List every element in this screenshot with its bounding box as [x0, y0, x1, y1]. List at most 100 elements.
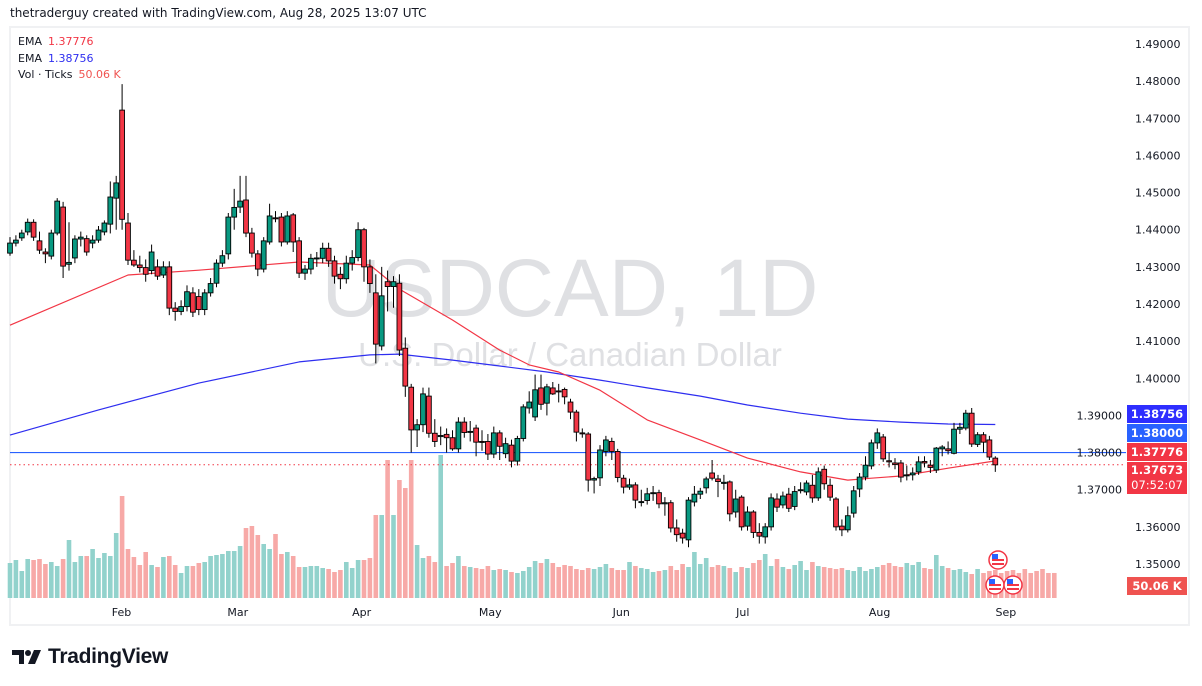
volume-bar [391, 515, 396, 598]
candle [372, 274, 379, 364]
candle [673, 519, 680, 542]
candle-body [833, 498, 839, 528]
candle-body [508, 444, 515, 462]
candle-body [378, 295, 385, 347]
price-axis[interactable]: 1.35000 1.36000 1.37000 1.38000 1.39000 1.400… [1077, 38, 1181, 571]
candle-body [36, 240, 43, 251]
candle-body [898, 462, 904, 478]
candle-body [726, 481, 733, 515]
candle [933, 447, 940, 474]
candle-body [237, 200, 243, 208]
tradingview-logo[interactable]: TradingView [12, 645, 168, 669]
candle-body [107, 196, 114, 225]
candle [225, 213, 232, 260]
candle [508, 439, 515, 468]
bar-countdown: 07:52:07 [1131, 478, 1183, 492]
candle-body [83, 238, 90, 253]
candle [207, 278, 214, 297]
candle-body [18, 232, 25, 239]
candle-body [603, 439, 609, 452]
candle [443, 428, 450, 453]
candle-body [343, 262, 350, 280]
candle [414, 419, 420, 448]
time-axis[interactable]: Feb Mar Apr May Jun Jul Aug Sep [112, 606, 1017, 619]
candle-body [426, 395, 432, 434]
legend-volume[interactable]: Vol · Ticks 50.06 K [18, 67, 121, 84]
volume-bar [308, 566, 314, 598]
volume-bar [267, 549, 272, 598]
volume-bar [355, 560, 361, 598]
volume-bar [945, 568, 951, 598]
candle-body [909, 472, 916, 476]
candle-body [213, 262, 220, 284]
legend-value: 1.38756 [47, 51, 94, 65]
volume-bar [420, 558, 426, 598]
candle [608, 437, 615, 461]
candle [384, 270, 391, 312]
candle [744, 506, 751, 531]
volume-bar [556, 567, 561, 598]
volume-bar [379, 515, 384, 598]
candle-body [691, 493, 698, 503]
volume-bar [491, 570, 497, 598]
legend-ema-fast[interactable]: EMA 1.37776 [18, 34, 121, 51]
candle [113, 175, 120, 230]
volume-bar [326, 569, 331, 598]
candle-body [54, 200, 61, 234]
legend-value: 50.06 K [78, 68, 121, 81]
candle [66, 222, 72, 271]
candle [603, 435, 609, 457]
candle [927, 460, 934, 474]
candle-body [361, 229, 367, 268]
volume-bar [25, 559, 30, 598]
volume-bar [786, 569, 792, 598]
volume-bar [698, 564, 703, 598]
volume-bar [1046, 573, 1051, 598]
volume-bar [78, 556, 84, 598]
volume-bar [143, 552, 148, 598]
candle [644, 487, 651, 505]
candle [254, 250, 261, 277]
volume-bar [273, 534, 278, 598]
volume-bar [1040, 569, 1045, 598]
candle-body [620, 477, 627, 488]
candle-body [921, 461, 928, 464]
legend-value: 1.37776 [47, 35, 94, 48]
candle [337, 266, 344, 290]
chart-frame [9, 26, 1190, 626]
volume-bar [403, 488, 408, 598]
volume-bar [804, 570, 809, 598]
volume-bar [332, 572, 337, 598]
candle [791, 486, 798, 511]
candle-body [939, 446, 946, 450]
legend-ema-slow[interactable]: EMA 1.38756 [18, 51, 121, 68]
candle-body [774, 498, 780, 508]
volume-bar [320, 568, 325, 598]
candle [685, 497, 692, 548]
price-tick-label: 1.43000 [1135, 261, 1181, 274]
candle [390, 276, 397, 308]
volume-bar [709, 567, 715, 598]
volume-bar [125, 549, 131, 598]
volume-bar [615, 570, 620, 598]
volume-bar [220, 554, 225, 598]
volume-bar [184, 566, 190, 598]
volume-bar [922, 568, 927, 598]
volume-bar [810, 562, 815, 598]
candle-body [791, 491, 798, 507]
candle [36, 231, 43, 254]
legend-label: EMA [18, 51, 42, 65]
volume-bar [609, 568, 615, 598]
flag-stripe [1007, 588, 1019, 590]
candle [213, 259, 220, 288]
candle [89, 235, 96, 249]
candle-body [72, 238, 78, 259]
candle [278, 213, 285, 247]
candle [77, 231, 84, 247]
volume-bar [119, 496, 125, 598]
legend-label: EMA [18, 35, 42, 48]
candle-body [337, 273, 344, 280]
candle [396, 274, 403, 357]
candle [538, 374, 544, 410]
